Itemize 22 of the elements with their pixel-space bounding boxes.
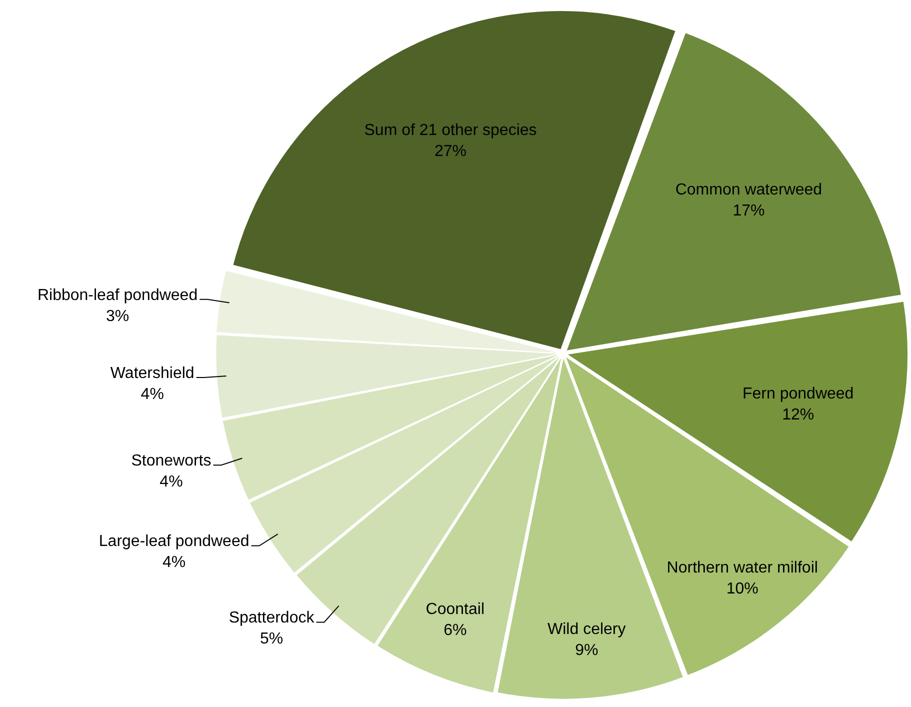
slice-label: Ribbon-leaf pondweed	[37, 286, 198, 304]
data-label: 10%	[726, 580, 758, 598]
slice-label: Watershield	[110, 364, 194, 382]
slice-label: Fern pondweed	[742, 385, 854, 402]
data-label: 5%	[260, 630, 284, 648]
data-label: 12%	[782, 406, 814, 424]
data-label: 4%	[162, 554, 186, 572]
data-label: 4%	[140, 386, 164, 403]
data-label: 9%	[575, 642, 598, 660]
data-label: 27%	[434, 142, 467, 160]
slice-label: Common waterweed	[675, 182, 822, 199]
slice-label: Large-leaf pondweed	[98, 533, 250, 550]
data-label: 4%	[160, 473, 183, 490]
data-label: 3%	[106, 308, 130, 325]
slice-label: Wild celery	[548, 621, 626, 638]
data-label: 17%	[732, 202, 765, 220]
data-label: 6%	[444, 622, 467, 640]
slice-label: Spatterdock	[228, 610, 316, 627]
slice-label: Sum of 21 other species	[364, 122, 537, 139]
slice-label: Northern water milfoil	[666, 559, 818, 576]
slice-label: Stoneworts	[131, 452, 212, 470]
slice-label: Coontail	[426, 601, 484, 618]
